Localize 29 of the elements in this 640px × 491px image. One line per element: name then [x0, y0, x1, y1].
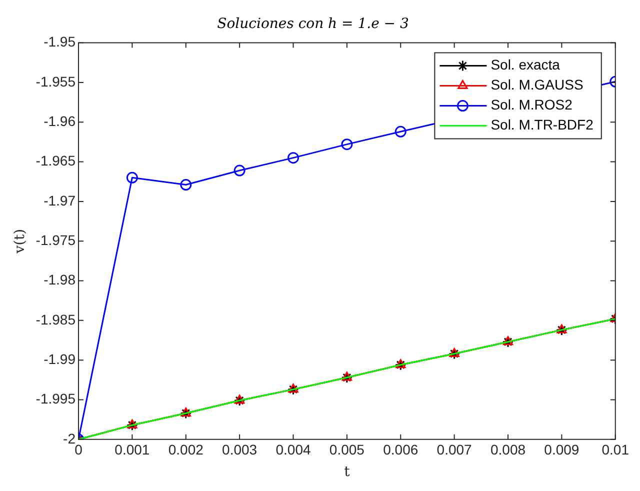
x-tick-label: 0.009 — [544, 442, 580, 458]
y-tick-label: -1.97 — [44, 192, 76, 208]
y-tick-label: -1.99 — [44, 350, 76, 367]
y-axis-title: v(t) — [12, 228, 28, 254]
y-tick-label: -1.96 — [44, 112, 76, 129]
legend-label: Sol. M.GAUSS — [490, 76, 584, 93]
legend-label: Sol. M.TR-BDF2 — [490, 116, 594, 133]
chart-title: Soluciones con h = 1.e − 3 — [217, 16, 409, 32]
legend-label: Sol. M.ROS2 — [490, 96, 573, 113]
y-tick-label: -2 — [63, 430, 76, 446]
x-tick-label: 0.007 — [436, 442, 472, 458]
y-tick-label: -1.965 — [36, 152, 76, 169]
x-tick-label: 0.003 — [222, 442, 258, 458]
x-tick-label: 0 — [74, 442, 83, 458]
y-tick-label: -1.95 — [44, 34, 76, 50]
x-tick-label: 0.008 — [490, 442, 526, 458]
x-tick-label: 0.006 — [383, 442, 418, 458]
y-tick-label: -1.955 — [36, 73, 76, 90]
y-tick-label: -1.995 — [36, 390, 76, 407]
x-tick-label: 0.004 — [276, 442, 311, 458]
x-axis-title: t — [344, 464, 350, 480]
y-tick-label: -1.98 — [44, 272, 76, 288]
y-tick-label: -1.985 — [36, 311, 76, 328]
x-tick-label: 0.002 — [168, 442, 204, 458]
y-tick-label: -1.975 — [36, 232, 76, 248]
x-tick-label: 0.01 — [602, 442, 630, 458]
x-tick-label: 0.005 — [329, 442, 365, 458]
x-tick-label: 0.001 — [114, 442, 150, 458]
legend-label: Sol. exacta — [490, 56, 560, 73]
